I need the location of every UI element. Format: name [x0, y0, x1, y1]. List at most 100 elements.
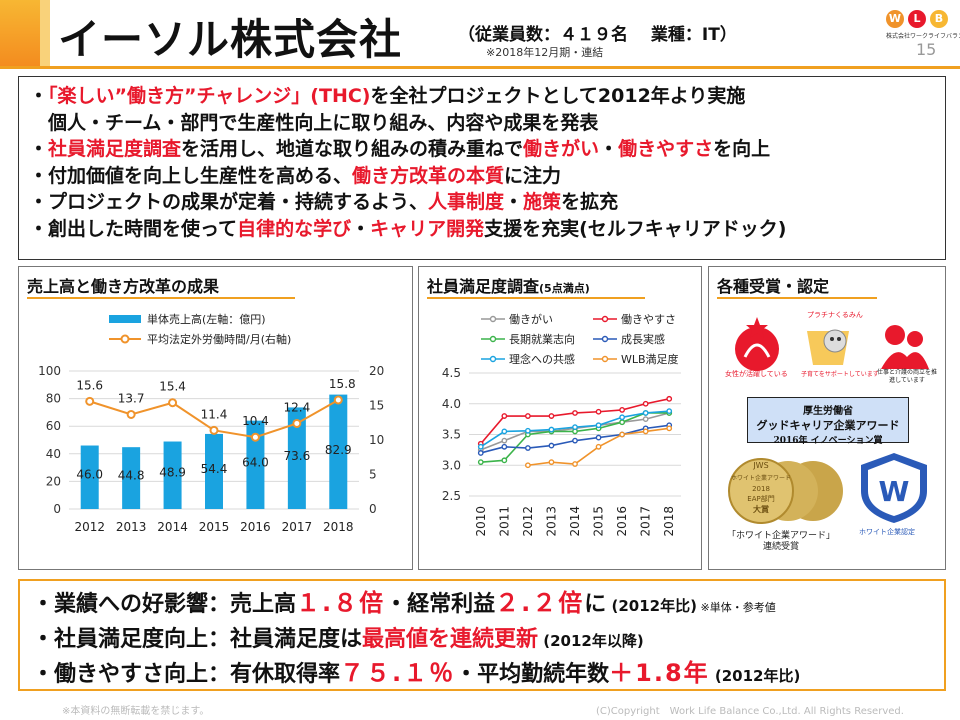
- bullets-segment: を拡充: [561, 191, 619, 213]
- x-axis-tick-label: 2012: [521, 506, 535, 537]
- medal-year: 2018: [752, 485, 770, 493]
- survey-point: [477, 459, 484, 466]
- x-axis-tick-label: 2018: [662, 506, 676, 537]
- overtime-point: [126, 409, 136, 419]
- sales-bar-label: 73.6: [283, 449, 310, 463]
- x-axis-tick-label: 2017: [639, 506, 653, 537]
- award-year: 2016年 イノベーション賞: [773, 436, 883, 446]
- survey-point: [548, 459, 555, 466]
- x-axis-tick-label: 2013: [116, 520, 147, 534]
- medal-prize: 大賞: [753, 504, 769, 514]
- footer-copyright: (C)Copyright Work Life Balance Co.,Ltd. …: [596, 706, 904, 717]
- sales-bar: [205, 433, 223, 509]
- left-axis-tick-label: 0: [53, 502, 61, 516]
- page-subtitle: （従業員数：４１９名 業種：IT）: [458, 25, 737, 45]
- y-axis-tick-label: 4.0: [442, 397, 461, 411]
- legend-label: 長期就業志向: [509, 332, 575, 346]
- x-axis-tick-label: 2015: [199, 520, 230, 534]
- header-divider: [0, 66, 960, 69]
- sales-bar-label: 54.4: [201, 462, 228, 476]
- results-segment: ２.２倍: [495, 589, 585, 617]
- bullets-segment: ・プロジェクトの成果が定着・持続するよう、: [29, 191, 429, 213]
- sales-bar: [80, 445, 99, 509]
- bullets-segment: キャリア開発: [370, 217, 485, 240]
- legend-label: WLB満足度: [621, 352, 679, 366]
- overtime-point: [168, 398, 178, 408]
- survey-point: [548, 413, 555, 419]
- award-name: グッドキャリア企業アワード: [756, 419, 900, 432]
- bullets-segment: 社員満足度調査: [48, 138, 182, 160]
- legend-line-marker: [120, 334, 130, 344]
- sales-chart: 0 20 40 60 80 100 0 5 10 15 20 46.0 2012 44.8 2013 48.9…: [38, 312, 384, 534]
- bullets-segment: に注力: [504, 164, 562, 187]
- header-stripe-light: [40, 0, 50, 66]
- legend-marker: [601, 315, 609, 323]
- eruboshi-caption: 女性が活躍している: [725, 370, 788, 378]
- legend-marker: [489, 315, 497, 323]
- overtime-label: 13.7: [118, 391, 145, 405]
- bullets-segment: を全社プロジェクトとして2012年より実施: [370, 85, 746, 107]
- survey-point: [524, 413, 531, 419]
- bullets-line: ・社員満足度調査を活用し、地道な取り組みの積み重ねで働きがい・働きやすさを向上: [29, 136, 935, 163]
- results-line: ・働きやすさ向上：有休取得率７５.１％・平均勤続年数＋1.8年 (2012年比): [32, 657, 932, 692]
- tomoni-mark-icon: [881, 325, 929, 369]
- bullets-line: ・創出した時間を使って自律的な学び・キャリア開発支援を充実(セルフキャリアドック…: [29, 216, 935, 243]
- bullets-segment: 自律的な学び: [237, 217, 352, 240]
- overtime-point: [250, 432, 260, 442]
- header-stripe: [0, 0, 40, 66]
- survey-point: [595, 443, 602, 450]
- bullets-segment: ・創出した時間を使って: [29, 217, 238, 240]
- medal-title: ホワイト企業アワード: [731, 474, 791, 482]
- bullets-segment: を向上: [713, 138, 771, 160]
- legend-marker: [489, 335, 497, 343]
- bullets-segment: 人事制度: [428, 191, 505, 213]
- bullets-segment: 働き方改革の本質: [352, 164, 505, 187]
- logo-company-name: 株式会社ワークライフバランス: [886, 33, 960, 40]
- results-segment: ＋1.8年: [609, 659, 710, 687]
- survey-point: [501, 457, 508, 464]
- bullets-segment: 施策: [523, 191, 562, 213]
- bullets-segment: 個人・チーム・部門で生産性向上に取り組み、内容や成果を発表: [29, 111, 599, 134]
- survey-point: [548, 426, 555, 433]
- left-axis-tick-label: 100: [38, 364, 61, 378]
- y-axis-tick-label: 3.5: [442, 428, 461, 442]
- survey-title-scale: (5点満点): [539, 282, 590, 295]
- overtime-point: [333, 395, 343, 405]
- results-box: ・業績への好影響：売上高１.８倍・経常利益２.２倍に (2012年比) ※単体・…: [18, 579, 946, 691]
- good-career-award-box: 厚生労働省 グッドキャリア企業アワード 2016年 イノベーション賞: [747, 397, 909, 446]
- footer-notice: ※本資料の無断転載を禁じます。: [62, 706, 210, 717]
- bullets-line: ・付加価値を向上し生産性を高める、働き方改革の本質に注力: [29, 163, 935, 190]
- bullets-segment: 「楽しい”働き方”チャレンジ」(THC): [48, 85, 371, 107]
- right-axis-tick-label: 15: [369, 399, 384, 413]
- left-axis-tick-label: 60: [46, 419, 61, 433]
- survey-point: [501, 443, 508, 450]
- survey-title-underline: [427, 297, 645, 299]
- survey-chart: 2.5 3.0 3.5 4.0 4.5 2010 2011 2012 2013 2014 2015 2…: [442, 312, 681, 537]
- legend-bar-label: 単体売上高(左軸：億円): [147, 312, 266, 326]
- overtime-label: 15.4: [159, 380, 186, 394]
- survey-point: [501, 413, 508, 419]
- survey-point: [642, 428, 649, 435]
- bullets-segment: を活用し、地道な取り組みの積み重ねで: [181, 138, 524, 160]
- x-axis-tick-label: 2011: [497, 506, 511, 537]
- survey-point: [477, 443, 484, 450]
- results-segment: 最高値を連続更新: [362, 627, 539, 652]
- sales-bar-label: 82.9: [325, 443, 352, 457]
- survey-point: [642, 416, 649, 423]
- sales-bar: [287, 407, 306, 509]
- x-axis-tick-label: 2013: [544, 506, 558, 537]
- platinum-kurumin-icon: [807, 329, 849, 365]
- results-segment: (2012年比): [606, 597, 697, 615]
- results-segment: ・平均勤続年数: [455, 662, 610, 687]
- sales-bar: [163, 441, 182, 509]
- emblem-letter: W: [879, 475, 910, 508]
- eruboshi-mark-icon: [735, 317, 779, 371]
- legend-label: 働きやすさ: [621, 313, 676, 326]
- sales-bar-label: 44.8: [118, 468, 145, 482]
- bullets-segment: ・付加価値を向上し生産性を高める、: [29, 164, 353, 187]
- y-axis-tick-label: 4.5: [442, 366, 461, 380]
- tomoni-caption: 仕事と介護の両立を推進しています: [877, 369, 938, 384]
- results-segment: ※単体・参考値: [696, 601, 776, 614]
- survey-point: [595, 434, 602, 441]
- sales-panel-title: 売上高と働き方改革の成果: [27, 277, 220, 296]
